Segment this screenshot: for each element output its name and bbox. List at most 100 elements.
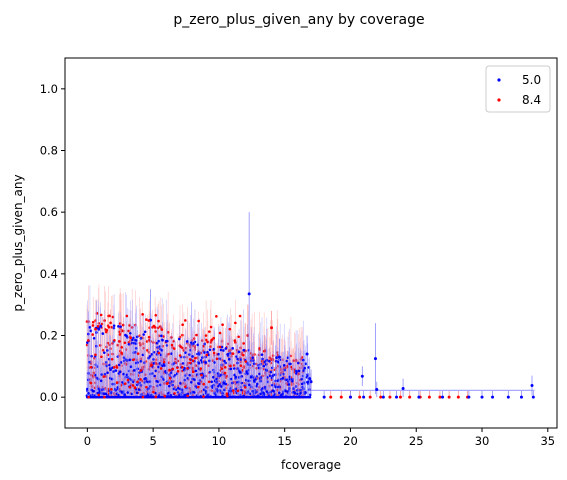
- y-axis-label: p_zero_plus_given_any: [11, 174, 25, 311]
- red-point: [165, 382, 169, 385]
- y-tick-label: 0.6: [40, 205, 58, 219]
- red-point: [109, 321, 112, 325]
- red-point: [184, 319, 187, 322]
- blue-point: [227, 357, 231, 361]
- red-point: [96, 325, 100, 328]
- red-point: [118, 322, 122, 325]
- blue-point: [301, 358, 305, 362]
- red-point: [125, 314, 129, 318]
- blue-point: [531, 395, 535, 399]
- red-point: [238, 314, 242, 318]
- blue-point: [192, 391, 196, 394]
- red-point: [179, 345, 182, 348]
- blue-point: [375, 387, 379, 391]
- x-tick-label: 20: [343, 434, 358, 448]
- y-tick-label: 0.4: [40, 267, 58, 281]
- red-point: [146, 349, 149, 352]
- red-point: [99, 313, 103, 317]
- blue-point: [99, 324, 102, 328]
- y-tick-label: 0.2: [40, 329, 58, 343]
- blue-point: [261, 387, 264, 390]
- red-point: [173, 392, 176, 395]
- blue-point: [183, 355, 186, 359]
- blue-point: [240, 381, 244, 385]
- red-point: [157, 351, 161, 355]
- red-point: [145, 318, 148, 321]
- blue-point: [348, 395, 352, 399]
- red-point: [103, 319, 106, 322]
- blue-point: [272, 389, 276, 393]
- blue-point: [289, 362, 292, 366]
- red-point: [126, 378, 130, 382]
- red-point: [225, 392, 229, 396]
- series-5.0: [85, 212, 535, 399]
- red-point: [94, 353, 97, 357]
- blue-point: [233, 373, 236, 377]
- red-point: [210, 339, 213, 342]
- red-point: [113, 338, 116, 342]
- blue-point: [126, 391, 130, 394]
- blue-point: [217, 352, 220, 356]
- red-point: [132, 358, 135, 362]
- red-point: [120, 346, 124, 349]
- red-point: [141, 313, 144, 316]
- red-point: [237, 335, 240, 339]
- y-axis: 0.0 0.2 0.4 0.6 0.8 1.0: [40, 82, 65, 404]
- blue-point: [276, 379, 280, 383]
- red-point: [205, 353, 209, 357]
- red-point: [218, 345, 222, 349]
- red-point: [176, 369, 180, 373]
- blue-point: [97, 327, 100, 330]
- red-point: [162, 360, 166, 364]
- blue-point: [189, 381, 193, 384]
- blue-point: [128, 358, 132, 362]
- red-point: [163, 394, 167, 398]
- blue-point: [203, 351, 206, 354]
- red-point: [231, 389, 235, 392]
- blue-point: [395, 395, 399, 399]
- blue-point: [99, 379, 103, 383]
- blue-point: [373, 357, 377, 361]
- blue-point: [201, 356, 204, 359]
- red-point: [87, 339, 90, 342]
- blue-point: [293, 392, 297, 395]
- red-point: [141, 395, 145, 399]
- blue-point: [305, 352, 309, 356]
- blue-point: [246, 372, 250, 375]
- blue-point: [148, 355, 152, 358]
- blue-point: [265, 390, 269, 393]
- blue-point: [259, 392, 262, 396]
- red-point: [234, 321, 237, 325]
- blue-point: [322, 395, 326, 399]
- red-point: [244, 360, 248, 363]
- red-point: [168, 369, 172, 372]
- blue-point: [231, 347, 234, 350]
- red-point: [181, 323, 184, 327]
- blue-point: [177, 337, 181, 341]
- red-point: [91, 333, 95, 336]
- red-point: [242, 353, 245, 357]
- blue-point: [300, 377, 304, 381]
- red-point: [221, 323, 224, 326]
- blue-point: [218, 383, 221, 386]
- blue-point: [229, 377, 233, 381]
- blue-point: [208, 359, 211, 363]
- y-tick-label: 1.0: [40, 82, 58, 96]
- blue-point: [109, 368, 112, 372]
- blue-point: [381, 395, 385, 399]
- chart-title: p_zero_plus_given_any by coverage: [173, 12, 424, 28]
- blue-point: [219, 348, 223, 352]
- red-point: [197, 385, 200, 389]
- blue-point: [91, 389, 95, 393]
- red-point: [438, 395, 442, 399]
- legend-label: 8.4: [522, 93, 541, 107]
- blue-point: [121, 381, 124, 384]
- blue-point: [163, 364, 166, 367]
- legend: 5.08.4: [485, 65, 551, 113]
- blue-point: [262, 364, 266, 368]
- blue-point: [281, 392, 285, 396]
- blue-point: [362, 395, 366, 399]
- red-point: [200, 373, 203, 377]
- blue-point: [202, 388, 206, 392]
